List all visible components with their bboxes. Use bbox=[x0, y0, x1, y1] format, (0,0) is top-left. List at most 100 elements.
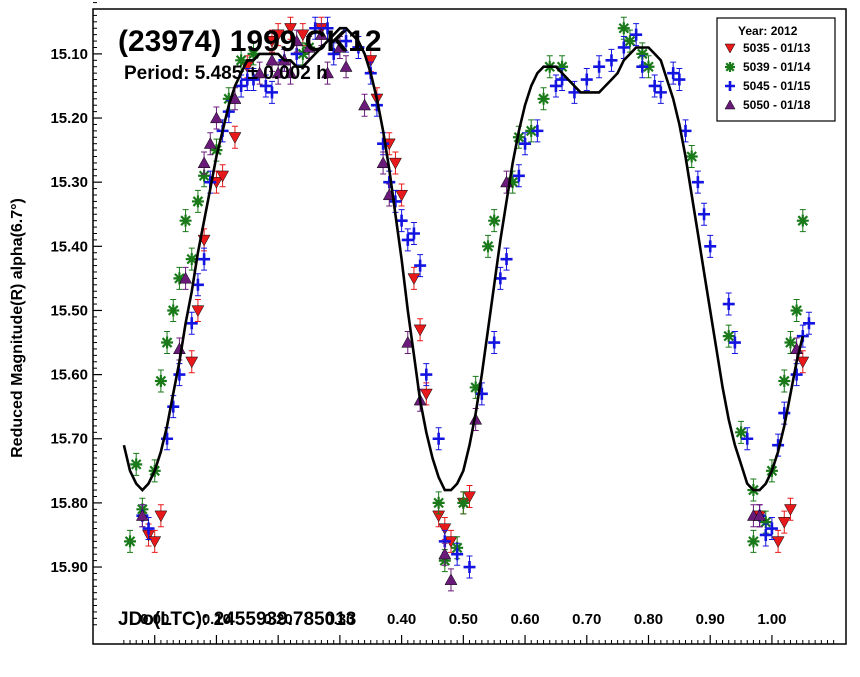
data-point bbox=[407, 221, 420, 245]
data-point bbox=[271, 23, 285, 47]
x-tick-label: 0.10 bbox=[202, 611, 231, 628]
x-tick-label: 0.60 bbox=[510, 611, 539, 628]
data-point bbox=[722, 292, 735, 316]
data-point bbox=[759, 523, 772, 547]
data-point bbox=[185, 350, 199, 374]
data-point bbox=[179, 209, 192, 233]
y-tick-label: 15.20 bbox=[50, 110, 88, 127]
data-point bbox=[593, 55, 606, 79]
data-point bbox=[451, 542, 464, 566]
data-point bbox=[722, 324, 735, 348]
data-point bbox=[519, 132, 532, 156]
data-point bbox=[203, 132, 217, 156]
data-point bbox=[389, 151, 402, 175]
data-point bbox=[259, 74, 272, 98]
data-point bbox=[185, 311, 198, 335]
data-point bbox=[463, 555, 476, 579]
data-point bbox=[247, 68, 260, 92]
y-tick-label: 15.10 bbox=[50, 46, 88, 63]
legend: Year: 2012 5035 - 01/13 5039 - 01/14 5045 … bbox=[716, 17, 836, 122]
y-axis-label: Reduced Magnitude(R) alpha(6.7°) bbox=[9, 198, 26, 458]
y-tick-label: 15.80 bbox=[50, 495, 88, 512]
data-point bbox=[617, 16, 630, 40]
y-tick-label: 15.30 bbox=[50, 174, 88, 191]
x-tick-label: 0.40 bbox=[387, 611, 416, 628]
data-point bbox=[494, 266, 507, 290]
y-tick-label: 15.90 bbox=[50, 559, 88, 576]
x-tick-label: 0.70 bbox=[572, 611, 601, 628]
legend-item-label: 5045 - 01/15 bbox=[743, 79, 811, 93]
data-point bbox=[340, 29, 353, 53]
data-point bbox=[506, 170, 519, 194]
data-point bbox=[432, 491, 445, 515]
data-point bbox=[395, 209, 408, 233]
data-point bbox=[167, 298, 180, 322]
data-point bbox=[691, 170, 704, 194]
data-point bbox=[191, 189, 204, 213]
data-point bbox=[685, 145, 698, 169]
legend-item-label: 5039 - 01/14 bbox=[743, 60, 811, 74]
data-point bbox=[735, 420, 748, 444]
data-point bbox=[765, 517, 778, 541]
legend-item: 5050 - 01/18 bbox=[724, 98, 811, 112]
x-tick-label: 0.80 bbox=[634, 611, 663, 628]
data-point bbox=[512, 164, 525, 188]
y-tick-label: 15.50 bbox=[50, 302, 88, 319]
data-point bbox=[500, 247, 513, 271]
y-tick-label: 15.60 bbox=[50, 367, 88, 384]
data-point bbox=[654, 80, 667, 104]
data-point bbox=[413, 318, 427, 342]
data-point bbox=[475, 382, 488, 406]
data-point bbox=[154, 369, 167, 393]
data-point bbox=[376, 151, 390, 175]
fit-curve bbox=[122, 26, 805, 492]
legend-item: 5035 - 01/13 bbox=[724, 41, 811, 55]
data-point bbox=[265, 80, 278, 104]
jd-reference-label: JDo(LTC): 2455939.785013 bbox=[118, 609, 356, 630]
chart-title: (23974) 1999 CK12 bbox=[118, 25, 382, 58]
legend-item-label: 5035 - 01/13 bbox=[743, 41, 811, 55]
data-point bbox=[401, 228, 414, 252]
data-point bbox=[432, 427, 445, 451]
data-point bbox=[698, 202, 711, 226]
data-point bbox=[648, 74, 661, 98]
data-point bbox=[790, 298, 803, 322]
x-tick-label: 0.00 bbox=[140, 611, 169, 628]
data-point bbox=[667, 61, 680, 85]
data-point bbox=[488, 331, 501, 355]
data-point bbox=[395, 183, 409, 207]
data-point bbox=[580, 68, 593, 92]
y-tick-label: 15.40 bbox=[50, 238, 88, 255]
legend-item-label: 5050 - 01/18 bbox=[743, 98, 811, 112]
chart-subtitle: Period: 5.485 ± 0.002 h bbox=[124, 63, 328, 84]
data-point bbox=[161, 331, 174, 355]
data-point bbox=[747, 529, 760, 553]
x-tick-label: 0.30 bbox=[325, 611, 354, 628]
data-point bbox=[636, 55, 649, 79]
data-point bbox=[216, 164, 230, 188]
data-point bbox=[457, 491, 470, 515]
data-point bbox=[463, 484, 476, 508]
data-point bbox=[525, 119, 538, 143]
data-point bbox=[784, 497, 797, 521]
data-point bbox=[142, 517, 155, 541]
data-point bbox=[444, 529, 458, 553]
data-point bbox=[531, 119, 544, 143]
data-point bbox=[642, 55, 655, 79]
data-point bbox=[154, 504, 168, 528]
data-point bbox=[771, 529, 785, 553]
x-tick-label: 1.00 bbox=[757, 611, 786, 628]
data-point bbox=[210, 106, 223, 130]
data-point bbox=[191, 298, 205, 322]
data-point bbox=[796, 209, 809, 233]
data-point bbox=[228, 125, 242, 149]
y-tick-label: 15.70 bbox=[50, 431, 88, 448]
data-point bbox=[253, 61, 267, 85]
data-point bbox=[444, 568, 458, 592]
data-point bbox=[333, 35, 347, 59]
data-point bbox=[777, 510, 791, 534]
legend-item: 5039 - 01/14 bbox=[725, 60, 811, 74]
data-point bbox=[605, 48, 618, 72]
data-point bbox=[728, 331, 741, 355]
